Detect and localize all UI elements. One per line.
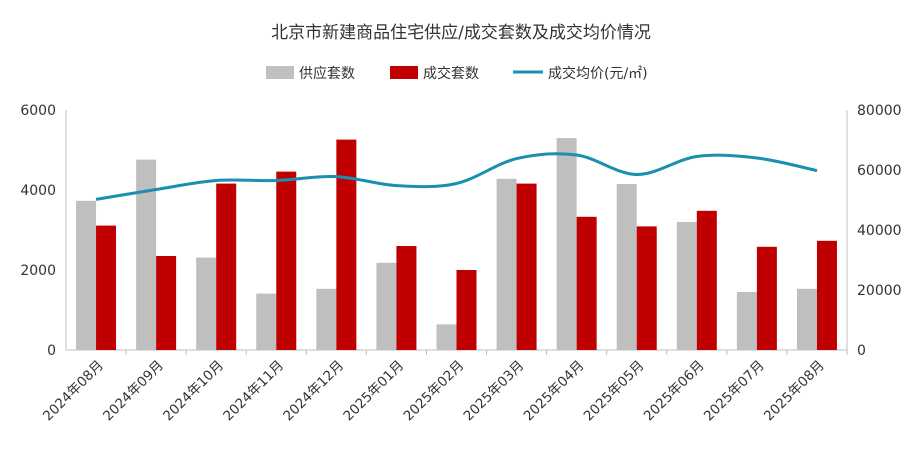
legend-swatch-deals (390, 66, 418, 79)
y-tick-right: 40000 (857, 223, 902, 239)
bar-deals (576, 216, 597, 350)
y-tick-right: 60000 (857, 163, 902, 179)
x-tick-label: 2025年06月 (641, 358, 708, 425)
x-tick-label: 2025年03月 (461, 358, 528, 425)
bar-supply (256, 293, 277, 350)
bar-supply (316, 288, 337, 350)
y-tick-right: 20000 (857, 283, 902, 299)
y-tick-left: 4000 (20, 183, 56, 199)
legend-label-price: 成交均价(元/㎡) (548, 65, 648, 82)
y-ticks-left: 0 2000 4000 6000 (20, 103, 56, 359)
bar-supply (76, 200, 97, 350)
bars (76, 138, 837, 350)
bar-deals (396, 246, 417, 350)
x-tick-label: 2024年09月 (100, 358, 167, 425)
y-tick-left: 0 (47, 343, 56, 359)
y-tick-left: 6000 (20, 103, 56, 119)
bar-deals (216, 183, 237, 350)
bar-supply (496, 178, 517, 350)
bar-deals (156, 256, 177, 350)
bar-deals (276, 171, 297, 350)
legend-swatch-supply (266, 66, 294, 79)
x-tick-label: 2025年08月 (761, 358, 828, 425)
y-tick-right: 0 (857, 343, 866, 359)
y-tick-left: 2000 (20, 263, 56, 279)
legend-label-supply: 供应套数 (299, 65, 355, 82)
x-tick-label: 2025年05月 (581, 358, 648, 425)
bar-supply (136, 159, 157, 350)
x-tick-label: 2025年07月 (701, 358, 768, 425)
x-tick-label: 2024年12月 (280, 358, 347, 425)
x-tick-label: 2025年04月 (521, 358, 588, 425)
y-ticks-right: 0 20000 40000 60000 80000 (857, 103, 902, 359)
x-tick-label: 2024年08月 (40, 358, 107, 425)
bar-supply (736, 292, 757, 350)
bar-supply (376, 262, 397, 350)
chart-title: 北京市新建商品住宅供应/成交套数及成交均价情况 (271, 23, 651, 43)
x-tick-label: 2024年10月 (160, 358, 227, 425)
bar-supply (796, 288, 817, 350)
bar-deals (96, 225, 117, 350)
legend-label-deals: 成交套数 (423, 65, 479, 82)
bar-supply (436, 324, 457, 350)
price-line-layer (95, 152, 818, 201)
bar-deals (816, 240, 837, 350)
bar-deals (636, 226, 657, 350)
bar-supply (616, 184, 637, 350)
bar-supply (196, 257, 217, 350)
x-tick-label: 2025年02月 (400, 358, 467, 425)
x-tick-label: 2025年01月 (340, 358, 407, 425)
bar-deals (516, 183, 537, 350)
x-ticks: 2024年08月2024年09月2024年10月2024年11月2024年12月… (40, 350, 848, 425)
legend: 供应套数 成交套数 成交均价(元/㎡) (266, 65, 648, 82)
bar-supply (676, 222, 697, 350)
bar-deals (696, 210, 717, 350)
bar-deals (336, 139, 357, 350)
bar-deals (756, 246, 777, 350)
y-tick-right: 80000 (857, 103, 902, 119)
bar-supply (556, 138, 577, 350)
bar-deals (456, 270, 477, 350)
x-tick-label: 2024年11月 (220, 358, 287, 425)
price-line (95, 152, 818, 201)
